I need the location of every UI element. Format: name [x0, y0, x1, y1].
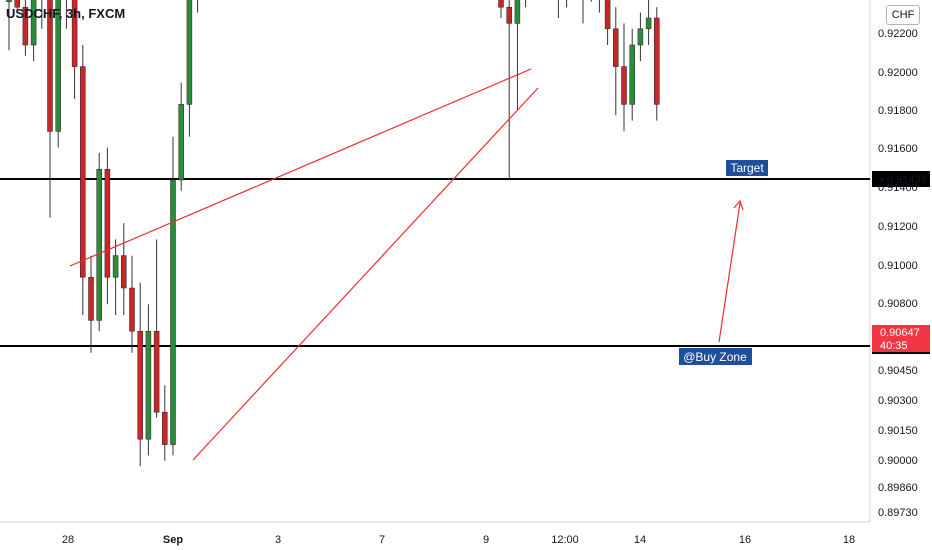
candle-body: [129, 287, 135, 332]
candle-body: [637, 28, 644, 46]
candle-body: [96, 168, 102, 321]
buy-zone-label: @Buy Zone: [683, 350, 747, 364]
candle-body: [30, 0, 37, 46]
candles: [6, 0, 660, 467]
y-tick-label: 0.91600: [878, 143, 918, 155]
current-price-tag: [872, 325, 930, 352]
y-tick-label: 0.90000: [878, 455, 918, 467]
y-tick-label: 0.92000: [878, 67, 918, 79]
y-tick-label: 0.89860: [878, 482, 918, 494]
candle-body: [6, 0, 12, 3]
candle-body: [153, 330, 160, 413]
candle-body: [22, 6, 29, 46]
candle-body: [55, 0, 61, 132]
candle-body: [47, 0, 53, 132]
y-tick-label: 0.91800: [878, 105, 918, 117]
candle-body: [645, 17, 652, 30]
candle-body: [121, 255, 127, 289]
candle-body: [71, 0, 78, 67]
buy-zone-label-box: [679, 348, 752, 365]
target-label-box: [726, 160, 768, 176]
level-price-label: • 0.91437: [880, 174, 927, 186]
y-tick-label: 0.90800: [878, 298, 918, 310]
candle-body: [137, 330, 143, 440]
x-tick-label: 14: [634, 534, 646, 546]
y-tick-label: 0.91000: [878, 260, 918, 272]
current-price-label: 0.90647: [880, 327, 920, 339]
wedge-lower-line: [192, 87, 539, 461]
x-tick-label: 28: [62, 534, 74, 546]
candle-body: [621, 66, 627, 105]
price-axis: 0.92200 0.92000 0.91800 0.91600 0.91400 0.912…: [878, 28, 918, 519]
x-tick-label: 9: [483, 534, 489, 546]
y-tick-label: 0.91400: [878, 182, 918, 194]
candle-body: [498, 0, 504, 8]
wedge-upper-line: [69, 68, 532, 267]
y-tick-label: 0.92200: [878, 28, 918, 40]
x-tick-label: 12:00: [551, 534, 579, 546]
candle-body: [170, 179, 176, 445]
y-tick-label: 0.89730: [878, 507, 918, 519]
grid: [0, 0, 871, 523]
countdown-label: 40:35: [880, 340, 908, 352]
x-tick-label: 18: [843, 534, 855, 546]
target-arrow-line: [718, 202, 741, 343]
candle-body: [162, 411, 168, 445]
target-label: Target: [730, 161, 764, 175]
candle-body: [104, 168, 111, 278]
time-axis: 28 Sep 3 7 9 12:00 14 16 18: [62, 534, 855, 546]
x-tick-label: 16: [739, 534, 751, 546]
target-arrow-head: [733, 199, 744, 211]
candle-body: [88, 276, 94, 321]
symbol-title[interactable]: USDCHF, 3h, FXCM: [6, 6, 126, 21]
candle-body: [604, 0, 611, 30]
x-tick-label: 7: [379, 534, 385, 546]
y-tick-label: 0.90300: [878, 395, 918, 407]
candle-body: [654, 17, 660, 105]
candle-body: [506, 6, 512, 24]
currency-button[interactable]: CHF: [886, 5, 920, 25]
candle-body: [186, 0, 193, 105]
y-tick-label: 0.91200: [878, 221, 918, 233]
x-tick-label: Sep: [163, 534, 183, 546]
candle-body: [613, 28, 619, 67]
x-tick-label: 3: [275, 534, 281, 546]
candle-body: [514, 0, 521, 24]
candle-body: [178, 104, 184, 181]
y-tick-label: 0.90450: [878, 365, 918, 377]
candle-body: [145, 330, 152, 440]
level-price-tag: [872, 171, 930, 187]
y-tick-label: 0.90150: [878, 425, 918, 437]
candle-body: [112, 255, 119, 278]
candle-body: [80, 66, 86, 278]
candle-body: [14, 0, 20, 8]
candle-body: [629, 44, 635, 105]
level-lines: • 0.91437• 0.90580: [0, 171, 930, 354]
